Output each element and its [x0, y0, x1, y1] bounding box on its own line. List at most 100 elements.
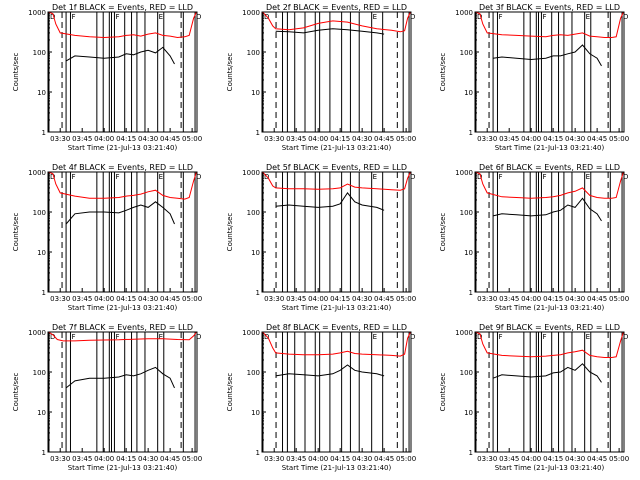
chart-title: Det 8f BLACK = Events, RED = LLD: [266, 323, 407, 332]
x-tick-label: 03:30: [264, 455, 284, 463]
y-tick-label: 10: [251, 409, 260, 417]
series-line-events: [275, 364, 385, 377]
y-axis-label: Counts/sec: [12, 373, 20, 412]
event-marker-label: D: [623, 333, 628, 341]
y-tick-label: 1000: [28, 329, 46, 337]
x-tick-label: 03:30: [264, 135, 284, 143]
x-tick-label: 05:00: [182, 295, 202, 303]
x-axis-label: Start Time (21-Jul-13 03:21:40): [68, 144, 178, 152]
x-tick-label: 03:45: [72, 455, 92, 463]
x-axis-label: Start Time (21-Jul-13 03:21:40): [282, 304, 392, 312]
x-tick-label: 04:15: [116, 295, 136, 303]
x-tick-label: 04:45: [160, 455, 180, 463]
y-tick-label: 100: [33, 209, 46, 217]
y-tick-label: 10: [464, 249, 473, 257]
x-tick-label: 04:15: [543, 295, 563, 303]
x-tick-label: 03:45: [72, 295, 92, 303]
y-tick-label: 100: [247, 49, 260, 57]
event-marker-label: F: [71, 333, 75, 341]
x-tick-label: 04:30: [565, 455, 585, 463]
y-axis-label: Counts/sec: [439, 53, 447, 92]
series-line-lld: [475, 11, 624, 38]
x-tick-label: 04:15: [116, 135, 136, 143]
x-tick-label: 04:15: [330, 295, 350, 303]
event-marker-label: D: [196, 333, 201, 341]
plot-frame: [474, 171, 625, 293]
plot-frame: [474, 331, 625, 453]
x-axis-label: Start Time (21-Jul-13 03:21:40): [495, 144, 605, 152]
x-tick-label: 03:45: [499, 455, 519, 463]
event-marker-label: D: [50, 173, 55, 181]
y-tick-label: 10: [251, 89, 260, 97]
x-tick-label: 03:30: [477, 135, 497, 143]
x-tick-label: 04:30: [138, 295, 158, 303]
x-tick-label: 04:45: [587, 455, 607, 463]
plot-frame: [261, 171, 412, 293]
y-tick-label: 1: [469, 289, 473, 297]
plot-frame: [261, 11, 412, 133]
x-tick-label: 04:15: [116, 455, 136, 463]
series-line-lld: [262, 171, 411, 191]
event-marker-label: D: [623, 13, 628, 21]
event-marker-label: D: [477, 333, 482, 341]
x-tick-label: 04:45: [587, 295, 607, 303]
event-marker-label: D: [196, 173, 201, 181]
x-tick-label: 03:45: [499, 295, 519, 303]
series-line-events: [492, 197, 602, 222]
event-marker-label: F: [542, 333, 546, 341]
x-tick-label: 03:30: [264, 295, 284, 303]
x-tick-label: 03:30: [477, 295, 497, 303]
series-line-lld: [475, 171, 624, 199]
x-tick-label: 04:00: [521, 295, 541, 303]
x-tick-label: 04:30: [138, 455, 158, 463]
event-marker-label: F: [71, 13, 75, 21]
series-line-events: [275, 192, 385, 211]
x-tick-label: 04:45: [160, 295, 180, 303]
event-marker-label: F: [115, 333, 119, 341]
y-tick-label: 1: [42, 129, 46, 137]
series-line-events: [493, 44, 602, 67]
event-marker-label: F: [542, 13, 546, 21]
y-axis-label: Counts/sec: [226, 53, 234, 92]
series-line-events: [275, 28, 385, 35]
series-line-events: [65, 201, 175, 225]
y-axis-label: Counts/sec: [12, 53, 20, 92]
event-marker-label: F: [498, 13, 502, 21]
plot-frame: [47, 11, 198, 133]
chart-title: Det 9f BLACK = Events, RED = LLD: [479, 323, 620, 332]
event-marker-label: D: [50, 333, 55, 341]
plot-frame: [47, 331, 198, 453]
event-marker-label: F: [498, 333, 502, 341]
x-tick-label: 05:00: [396, 135, 416, 143]
y-tick-label: 1000: [28, 9, 46, 17]
y-axis-label: Counts/sec: [439, 373, 447, 412]
chart-title: Det 5f BLACK = Events, RED = LLD: [266, 163, 407, 172]
y-tick-label: 100: [460, 209, 473, 217]
x-tick-label: 04:00: [94, 295, 114, 303]
x-tick-label: 04:45: [160, 135, 180, 143]
event-marker-label: F: [115, 13, 119, 21]
y-tick-label: 1000: [242, 9, 260, 17]
x-tick-label: 03:30: [50, 455, 70, 463]
x-axis-label: Start Time (21-Jul-13 03:21:40): [282, 144, 392, 152]
x-tick-label: 03:45: [286, 455, 306, 463]
y-tick-label: 1000: [242, 329, 260, 337]
y-tick-label: 10: [464, 89, 473, 97]
series-line-lld: [48, 331, 197, 342]
y-tick-label: 1000: [455, 9, 473, 17]
x-axis-label: Start Time (21-Jul-13 03:21:40): [68, 464, 178, 472]
event-marker-label: D: [410, 173, 415, 181]
x-tick-label: 04:30: [352, 455, 372, 463]
series-line-lld: [48, 171, 197, 200]
event-marker-label: E: [586, 13, 590, 21]
chart-title: Det 2f BLACK = Events, RED = LLD: [266, 3, 407, 12]
x-tick-label: 04:30: [352, 135, 372, 143]
chart-title: Det 6f BLACK = Events, RED = LLD: [479, 163, 620, 172]
x-tick-label: 04:45: [587, 135, 607, 143]
x-tick-label: 04:30: [565, 295, 585, 303]
